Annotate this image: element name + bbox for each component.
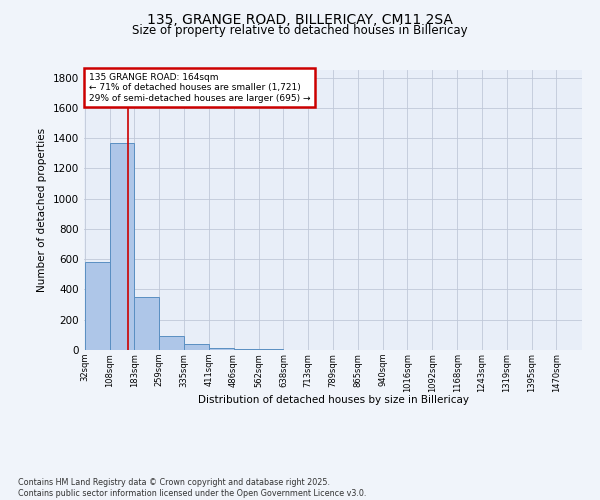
Bar: [110, 142, 134, 350]
Bar: [259, 349, 283, 350]
Bar: [159, 336, 184, 350]
Text: 135, GRANGE ROAD, BILLERICAY, CM11 2SA: 135, GRANGE ROAD, BILLERICAY, CM11 2SA: [147, 12, 453, 26]
Bar: [85, 262, 110, 350]
Text: Contains HM Land Registry data © Crown copyright and database right 2025.
Contai: Contains HM Land Registry data © Crown c…: [18, 478, 367, 498]
Text: 135 GRANGE ROAD: 164sqm
← 71% of detached houses are smaller (1,721)
29% of semi: 135 GRANGE ROAD: 164sqm ← 71% of detache…: [89, 73, 310, 102]
Bar: [184, 344, 209, 350]
Text: Size of property relative to detached houses in Billericay: Size of property relative to detached ho…: [132, 24, 468, 37]
Bar: [233, 349, 259, 350]
Bar: [134, 297, 159, 350]
Bar: [209, 348, 233, 350]
Y-axis label: Number of detached properties: Number of detached properties: [37, 128, 47, 292]
X-axis label: Distribution of detached houses by size in Billericay: Distribution of detached houses by size …: [197, 394, 469, 404]
